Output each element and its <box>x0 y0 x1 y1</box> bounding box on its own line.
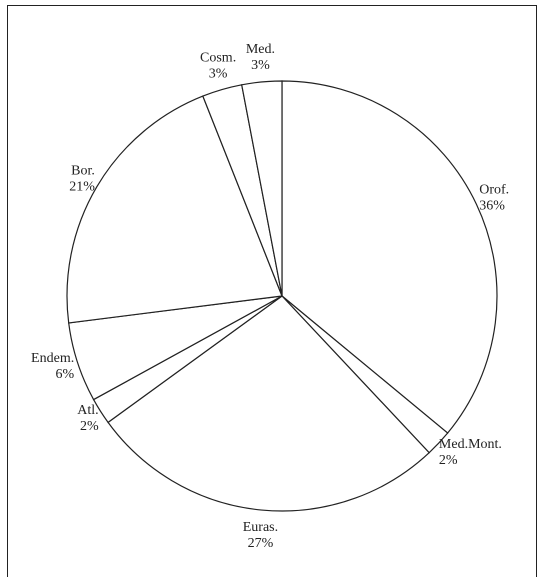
slice-value-label: 2% <box>439 453 458 468</box>
slice-label: Atl. <box>77 403 98 418</box>
slice-label: Cosm. <box>200 50 236 65</box>
slice-label: Endem. <box>31 351 74 366</box>
slice-label: Med. <box>246 42 275 57</box>
pie-slice <box>107 295 431 512</box>
slice-value-label: 27% <box>248 536 274 551</box>
slice-label: Med.Mont. <box>439 437 502 452</box>
slice-label: Euras. <box>243 520 278 535</box>
pie-slice <box>281 80 498 434</box>
slice-value-label: 36% <box>479 199 505 214</box>
slice-value-label: 3% <box>251 58 270 73</box>
slice-value-label: 3% <box>209 66 228 81</box>
slice-value-label: 21% <box>69 180 95 195</box>
slice-value-label: 6% <box>56 367 75 382</box>
slice-label: Orof. <box>479 183 509 198</box>
slice-value-label: 2% <box>80 419 99 434</box>
pie-slice <box>66 95 283 324</box>
pie-slice <box>241 80 283 297</box>
slice-label: Bor. <box>71 164 95 179</box>
